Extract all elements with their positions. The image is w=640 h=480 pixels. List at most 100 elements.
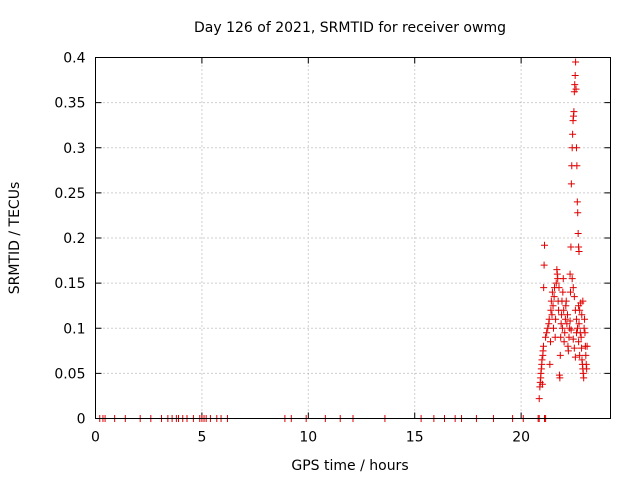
data-point bbox=[547, 297, 555, 305]
data-point bbox=[561, 329, 569, 337]
data-point bbox=[581, 329, 589, 337]
y-tick-label: 0.2 bbox=[63, 231, 85, 247]
data-point bbox=[570, 108, 578, 116]
data-point bbox=[560, 338, 568, 346]
data-point bbox=[576, 306, 584, 314]
grid bbox=[95, 57, 611, 419]
y-tick-label: 0 bbox=[77, 412, 86, 428]
plot-frame bbox=[95, 57, 611, 419]
y-tick-label: 0.25 bbox=[54, 186, 85, 202]
data-point bbox=[564, 347, 572, 355]
data-point bbox=[560, 306, 568, 314]
data-point bbox=[549, 324, 557, 332]
y-axis-label: SRMTID / TECUs bbox=[7, 182, 23, 295]
data-point bbox=[576, 351, 584, 359]
data-point bbox=[583, 365, 591, 373]
data-point bbox=[548, 311, 556, 319]
data-point bbox=[546, 360, 554, 368]
data-point bbox=[535, 395, 543, 403]
data-point bbox=[566, 324, 574, 332]
data-point bbox=[547, 306, 555, 314]
y-tick-label: 0.15 bbox=[54, 276, 85, 292]
y-tick-label: 0.1 bbox=[63, 321, 85, 337]
data-point bbox=[542, 333, 550, 341]
data-point bbox=[571, 72, 579, 80]
data-point bbox=[572, 144, 580, 152]
data-point bbox=[580, 374, 588, 382]
data-point bbox=[573, 162, 581, 170]
y-tick-label: 0.35 bbox=[54, 96, 85, 112]
data-point bbox=[538, 380, 546, 388]
data-point bbox=[555, 284, 563, 292]
data-point bbox=[571, 353, 579, 361]
data-point bbox=[559, 288, 567, 296]
data-point bbox=[573, 198, 581, 206]
data-point bbox=[575, 248, 583, 256]
data-point bbox=[561, 315, 569, 323]
data-point bbox=[581, 315, 589, 323]
data-point bbox=[572, 85, 580, 93]
data-point bbox=[569, 335, 577, 343]
data-point bbox=[574, 229, 582, 237]
data-point bbox=[550, 293, 558, 301]
data-point bbox=[538, 356, 546, 364]
y-tick-label: 0.4 bbox=[63, 51, 85, 67]
data-point bbox=[583, 342, 591, 350]
x-tick-label: 0 bbox=[91, 430, 100, 446]
data-point bbox=[546, 338, 554, 346]
data-point bbox=[540, 284, 548, 292]
data-point bbox=[579, 297, 587, 305]
data-point bbox=[574, 324, 582, 332]
data-point bbox=[575, 320, 583, 328]
y-tick-label: 0.05 bbox=[54, 366, 85, 382]
data-point bbox=[549, 302, 557, 310]
data-point bbox=[564, 311, 572, 319]
data-point bbox=[567, 243, 575, 251]
data-point bbox=[572, 58, 580, 66]
data-point bbox=[570, 344, 578, 352]
data-point bbox=[558, 324, 566, 332]
data-point bbox=[568, 275, 576, 283]
data-point bbox=[559, 275, 567, 283]
data-point bbox=[552, 279, 560, 287]
data-point bbox=[566, 270, 574, 278]
chart-title: Day 126 of 2021, SRMTID for receiver owm… bbox=[194, 20, 506, 36]
data-point bbox=[562, 297, 570, 305]
data-point bbox=[556, 351, 564, 359]
x-tick-label: 10 bbox=[299, 430, 317, 446]
data-point bbox=[545, 315, 553, 323]
data-point bbox=[539, 342, 547, 350]
data-point bbox=[567, 326, 575, 334]
data-point bbox=[578, 311, 586, 319]
x-axis-label: GPS time / hours bbox=[291, 458, 408, 474]
data-point bbox=[543, 329, 551, 337]
data-point bbox=[574, 209, 582, 217]
data-point bbox=[556, 374, 564, 382]
data-point bbox=[577, 333, 585, 341]
data-point bbox=[565, 333, 573, 341]
x-tick-label: 5 bbox=[197, 430, 206, 446]
data-point bbox=[569, 284, 577, 292]
data-point bbox=[541, 241, 549, 249]
data-point bbox=[557, 333, 565, 341]
data-points bbox=[96, 58, 591, 422]
data-point bbox=[572, 315, 580, 323]
data-point bbox=[569, 130, 577, 138]
data-point bbox=[570, 293, 578, 301]
data-point bbox=[572, 329, 580, 337]
data-point bbox=[580, 324, 588, 332]
data-point bbox=[566, 288, 574, 296]
data-point bbox=[540, 261, 548, 269]
y-tick-label: 0.3 bbox=[63, 141, 85, 157]
x-tick-labels: 0 5 10 15 20 bbox=[91, 430, 530, 446]
data-point bbox=[571, 81, 579, 89]
data-point bbox=[567, 180, 575, 188]
data-point bbox=[566, 317, 574, 325]
axis-ticks bbox=[95, 57, 611, 419]
x-tick-label: 20 bbox=[512, 430, 530, 446]
data-point bbox=[558, 311, 566, 319]
data-point bbox=[548, 288, 556, 296]
y-tick-labels: 0 0.05 0.1 0.15 0.2 0.25 0.3 0.35 0.4 bbox=[54, 51, 85, 428]
data-point bbox=[578, 344, 586, 352]
